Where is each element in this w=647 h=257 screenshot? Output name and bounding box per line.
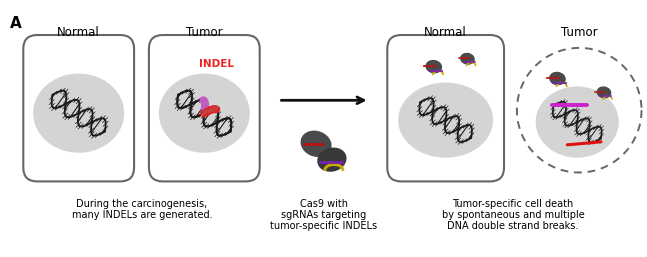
FancyBboxPatch shape bbox=[23, 35, 134, 181]
Ellipse shape bbox=[597, 86, 611, 98]
Ellipse shape bbox=[33, 74, 124, 153]
Text: INDEL: INDEL bbox=[199, 59, 234, 69]
FancyBboxPatch shape bbox=[388, 35, 504, 181]
Text: Cas9 with: Cas9 with bbox=[300, 199, 348, 209]
Text: tumor-specific INDELs: tumor-specific INDELs bbox=[270, 221, 378, 231]
Ellipse shape bbox=[536, 86, 619, 158]
Text: During the carcinogenesis,: During the carcinogenesis, bbox=[76, 199, 208, 209]
Text: A: A bbox=[10, 16, 22, 31]
Ellipse shape bbox=[159, 74, 250, 153]
Text: many INDELs are generated.: many INDELs are generated. bbox=[72, 210, 212, 220]
Text: DNA double strand breaks.: DNA double strand breaks. bbox=[447, 221, 578, 231]
Text: sgRNAs targeting: sgRNAs targeting bbox=[281, 210, 367, 220]
Text: Tumor: Tumor bbox=[186, 26, 223, 39]
Text: by spontaneous and multiple: by spontaneous and multiple bbox=[441, 210, 584, 220]
Ellipse shape bbox=[426, 60, 442, 74]
Text: Tumor: Tumor bbox=[561, 26, 598, 39]
Ellipse shape bbox=[460, 53, 475, 65]
Ellipse shape bbox=[398, 82, 493, 158]
Ellipse shape bbox=[301, 131, 332, 157]
Text: Tumor-specific cell death: Tumor-specific cell death bbox=[452, 199, 573, 209]
Text: Normal: Normal bbox=[58, 26, 100, 39]
FancyBboxPatch shape bbox=[149, 35, 259, 181]
Ellipse shape bbox=[549, 72, 566, 85]
Text: Normal: Normal bbox=[424, 26, 467, 39]
Ellipse shape bbox=[317, 148, 347, 172]
